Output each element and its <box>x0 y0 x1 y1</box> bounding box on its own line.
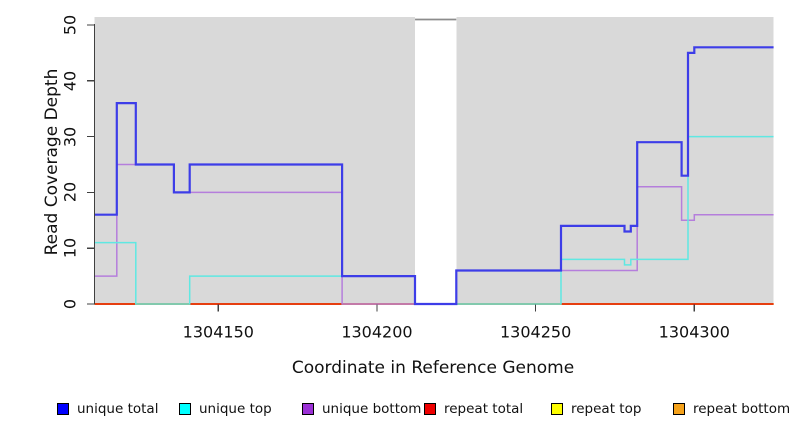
legend-item-unique-total: unique total <box>57 401 158 417</box>
legend-item-repeat-top: repeat top <box>551 401 641 417</box>
x-tick-label: 1304200 <box>341 322 413 342</box>
plot-background-right <box>456 17 774 304</box>
y-tick-label: 10 <box>60 238 80 259</box>
legend-label: unique total <box>77 401 159 417</box>
legend-item-unique-bottom: unique bottom <box>302 401 421 417</box>
y-tick-label: 0 <box>60 298 80 310</box>
legend-label: unique top <box>199 401 272 417</box>
x-tick-label: 1304300 <box>658 322 730 342</box>
x-axis-label: Coordinate in Reference Genome <box>291 358 575 378</box>
legend-label: repeat top <box>571 401 642 417</box>
legend: unique total unique top unique bottom re… <box>0 401 792 419</box>
legend-label: repeat total <box>444 401 524 417</box>
legend-label: repeat bottom <box>693 401 791 417</box>
unique-top-swatch-icon <box>179 403 191 415</box>
x-tick-label: 1304250 <box>499 322 572 342</box>
repeat-total-swatch-icon <box>424 403 436 415</box>
plot-background-left <box>94 17 416 304</box>
y-tick-label: 20 <box>60 182 80 203</box>
y-tick-label: 40 <box>60 70 80 91</box>
legend-item-repeat-bottom: repeat bottom <box>673 401 790 417</box>
y-tick-label: 50 <box>60 14 80 36</box>
series-line-unique-top <box>94 135 774 305</box>
x-tick-label: 1304150 <box>182 322 254 342</box>
series-line-unique-total <box>94 46 774 306</box>
unique-bottom-swatch-icon <box>302 403 314 415</box>
repeat-bottom-swatch-icon <box>673 403 685 415</box>
legend-item-unique-top: unique top <box>179 401 272 417</box>
legend-item-repeat-total: repeat total <box>424 401 523 417</box>
y-tick-label: 30 <box>60 126 80 147</box>
y-axis-label: Read Coverage Depth <box>42 68 62 256</box>
repeat-top-swatch-icon <box>551 403 563 415</box>
unique-total-swatch-icon <box>57 403 69 415</box>
legend-label: unique bottom <box>322 401 422 417</box>
